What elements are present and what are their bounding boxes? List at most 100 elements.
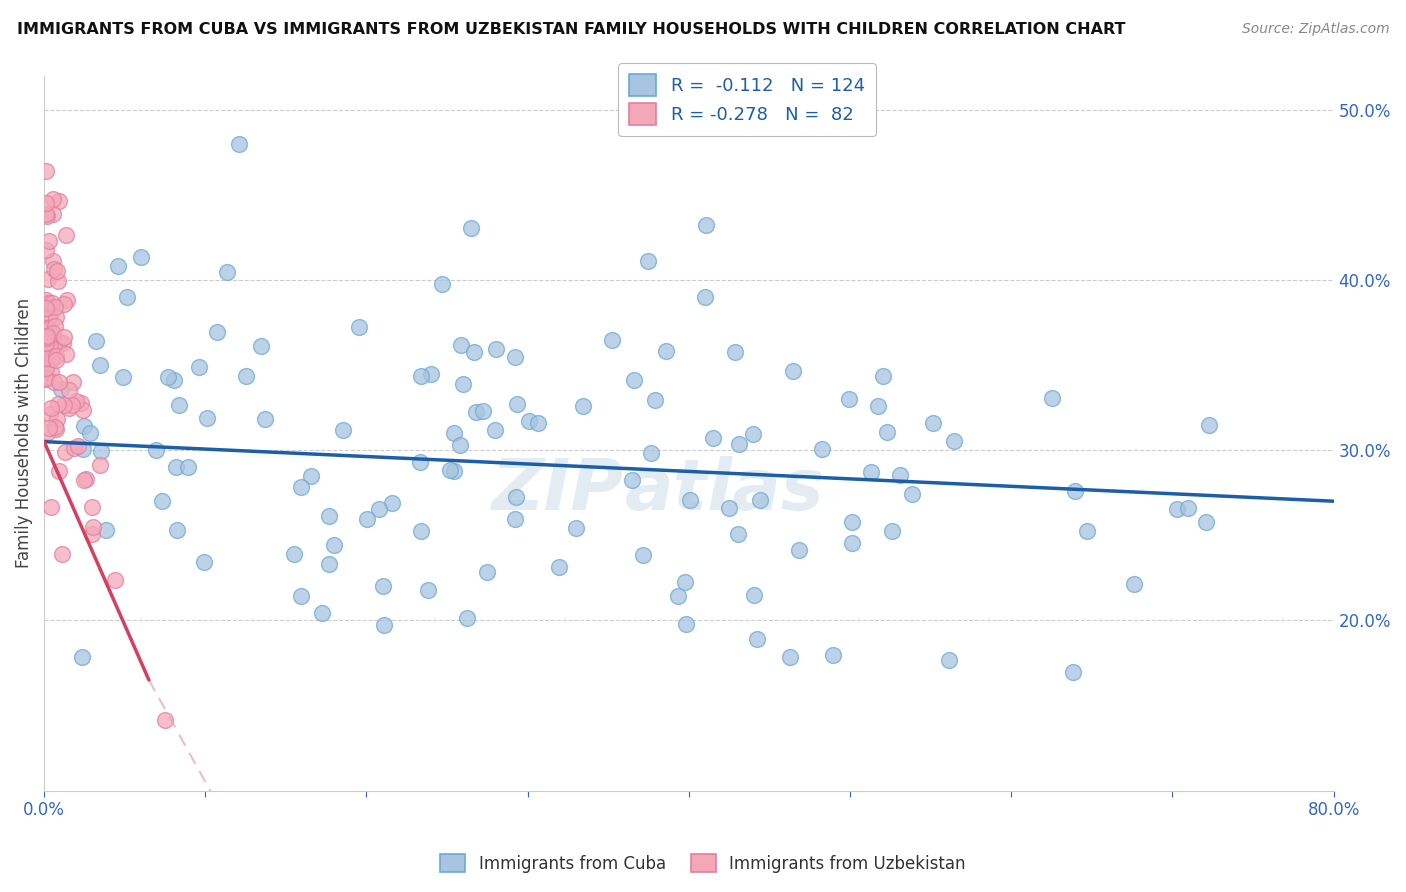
Point <box>505 397 527 411</box>
Point <box>53 398 76 412</box>
Point <box>283 547 305 561</box>
Point <box>1198 418 1220 433</box>
Point <box>55 228 77 243</box>
Point <box>65 394 87 409</box>
Y-axis label: Family Households with Children: Family Households with Children <box>15 298 32 568</box>
Point <box>35 351 58 365</box>
Point <box>621 473 644 487</box>
Point <box>409 455 432 469</box>
Point <box>46 264 69 278</box>
Point <box>53 444 76 458</box>
Point <box>253 412 276 426</box>
Point <box>39 401 62 415</box>
Point <box>193 555 215 569</box>
Point <box>332 423 354 437</box>
Point <box>572 399 595 413</box>
Point <box>187 359 209 374</box>
Point <box>42 193 65 207</box>
Point <box>60 397 83 411</box>
Point <box>62 376 84 390</box>
Point <box>451 376 474 391</box>
Point <box>115 290 138 304</box>
Point <box>1195 515 1218 529</box>
Point <box>724 345 747 359</box>
Point <box>89 359 111 373</box>
Point <box>48 335 70 350</box>
Point <box>859 465 882 479</box>
Point <box>63 442 86 456</box>
Point <box>165 459 187 474</box>
Point <box>35 371 58 385</box>
Point <box>1076 524 1098 538</box>
Point <box>35 328 58 343</box>
Point <box>880 524 903 539</box>
Point <box>177 460 200 475</box>
Point <box>299 468 322 483</box>
Point <box>900 487 922 501</box>
Point <box>169 398 191 412</box>
Point <box>1122 576 1144 591</box>
Point <box>290 480 312 494</box>
Point <box>484 424 506 438</box>
Point <box>311 606 333 620</box>
Point <box>517 414 540 428</box>
Point <box>42 326 65 340</box>
Point <box>150 494 173 508</box>
Point <box>666 589 689 603</box>
Point <box>72 442 94 456</box>
Point <box>44 420 66 434</box>
Point <box>37 296 59 310</box>
Point <box>35 331 58 345</box>
Point <box>35 371 58 385</box>
Point <box>460 221 482 235</box>
Point <box>48 376 70 390</box>
Text: IMMIGRANTS FROM CUBA VS IMMIGRANTS FROM UZBEKISTAN FAMILY HOUSEHOLDS WITH CHILDR: IMMIGRANTS FROM CUBA VS IMMIGRANTS FROM … <box>17 22 1125 37</box>
Point <box>156 370 179 384</box>
Text: atlas: atlas <box>624 456 824 524</box>
Point <box>46 396 69 410</box>
Point <box>443 426 465 441</box>
Point <box>35 360 58 375</box>
Point <box>38 310 60 324</box>
Point <box>416 583 439 598</box>
Point <box>456 611 478 625</box>
Point <box>35 163 58 178</box>
Point <box>644 393 666 408</box>
Point <box>565 521 588 535</box>
Point <box>373 618 395 632</box>
Point <box>411 524 433 539</box>
Point <box>381 496 404 510</box>
Point <box>1040 391 1063 405</box>
Point <box>318 508 340 523</box>
Point <box>39 326 62 341</box>
Point <box>44 301 66 315</box>
Point <box>463 344 485 359</box>
Point <box>430 277 453 292</box>
Point <box>111 370 134 384</box>
Point <box>42 341 65 355</box>
Point <box>695 218 717 232</box>
Point <box>39 407 62 421</box>
Point <box>872 369 894 384</box>
Point <box>1166 502 1188 516</box>
Point <box>42 375 65 389</box>
Point <box>35 293 58 308</box>
Point <box>742 427 765 442</box>
Point <box>782 364 804 378</box>
Point <box>748 493 770 508</box>
Point <box>1064 483 1087 498</box>
Point <box>48 464 70 478</box>
Point <box>82 526 104 541</box>
Point <box>90 443 112 458</box>
Point <box>38 307 60 321</box>
Point <box>39 500 62 514</box>
Point <box>637 254 659 268</box>
Point <box>318 557 340 571</box>
Point <box>207 326 229 340</box>
Point <box>35 301 58 316</box>
Point <box>45 349 67 363</box>
Point <box>73 419 96 434</box>
Point <box>35 207 58 221</box>
Point <box>58 401 80 416</box>
Point <box>439 463 461 477</box>
